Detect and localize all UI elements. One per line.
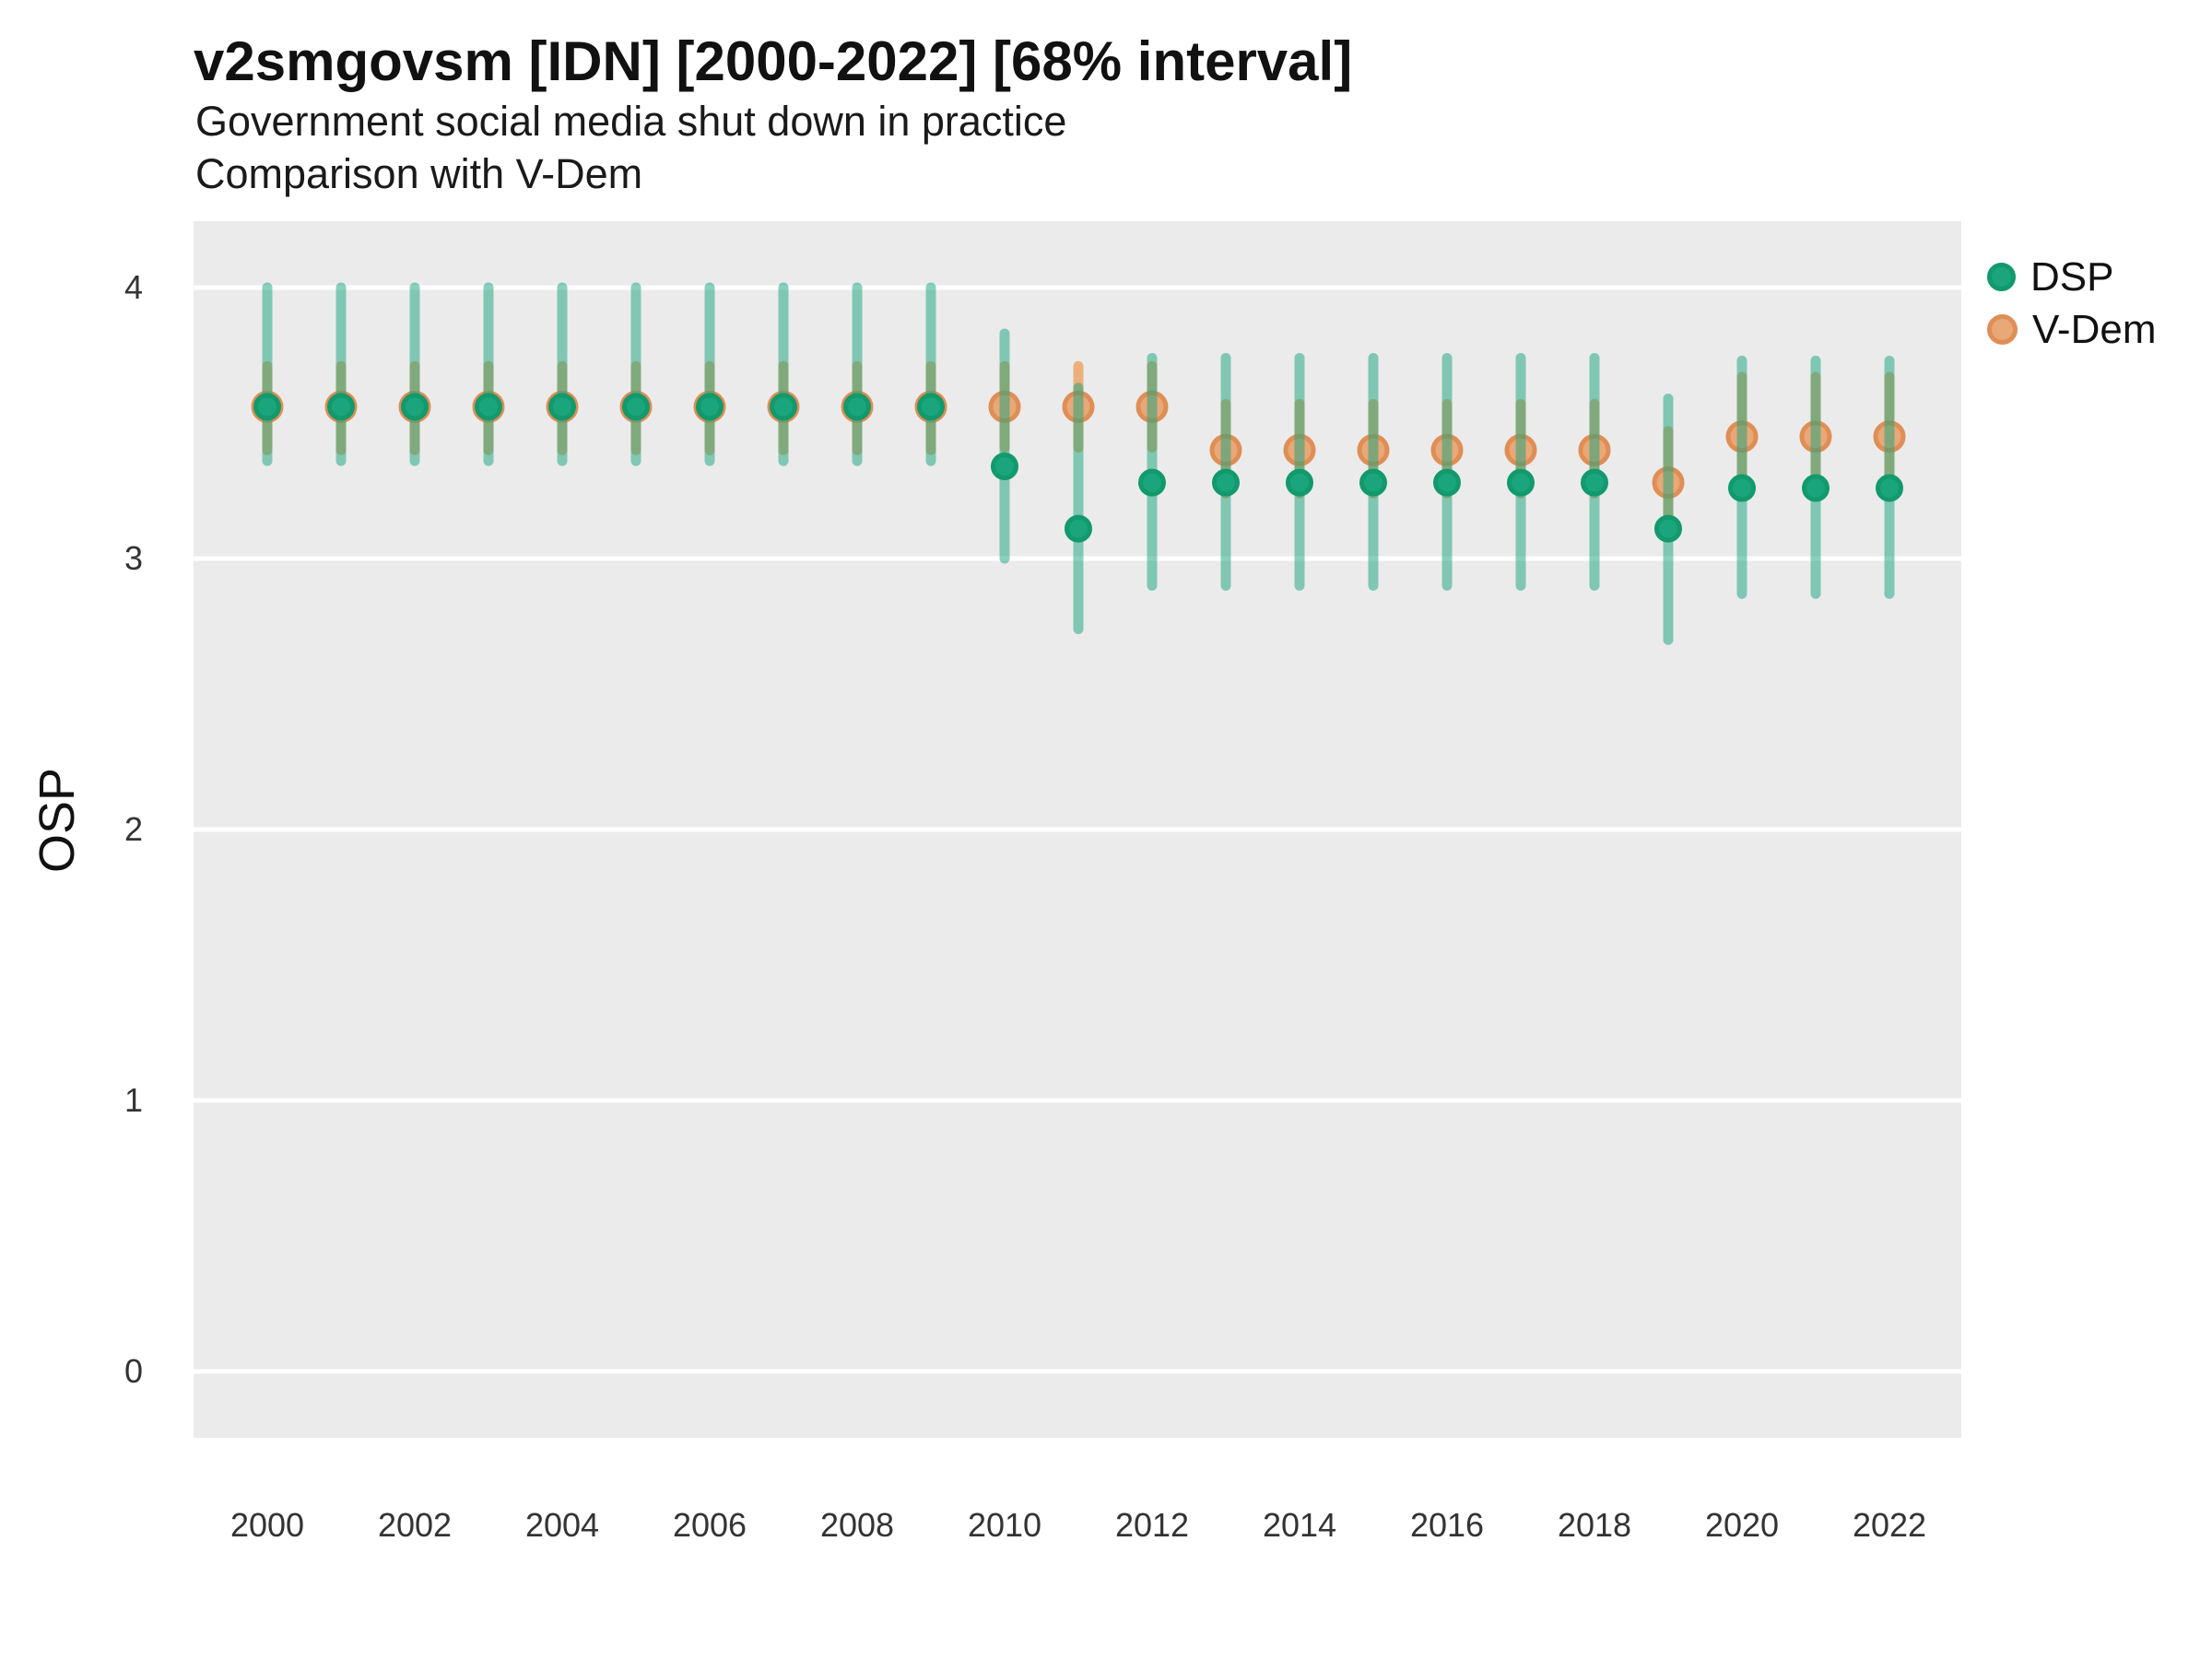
dsp-point-2009 <box>917 393 945 421</box>
dsp-point-2000 <box>253 393 281 421</box>
x-tick-label-2004: 2004 <box>524 1506 600 1544</box>
chart-subtitle-line2: Comparison with V-Dem <box>195 150 643 197</box>
dsp-point-2007 <box>770 393 797 421</box>
dsp-point-2013 <box>1212 468 1240 497</box>
dsp-point-2022 <box>1876 474 1903 502</box>
legend-item-vdem: V-Dem <box>1987 303 2156 356</box>
legend: DSP V-Dem <box>1987 251 2156 356</box>
x-tick-label-2012: 2012 <box>1114 1506 1190 1544</box>
dsp-point-2012 <box>1138 468 1166 497</box>
y-tick-label-1: 1 <box>124 1081 143 1119</box>
chart-subtitle-line1: Government social media shut down in pra… <box>195 98 1067 145</box>
y-tick-label-4: 4 <box>124 268 143 306</box>
dsp-point-2006 <box>696 393 724 421</box>
dsp-point-2002 <box>401 393 429 421</box>
x-tick-label-2014: 2014 <box>1262 1506 1337 1544</box>
dsp-point-2005 <box>622 393 650 421</box>
x-tick-label-2010: 2010 <box>967 1506 1042 1544</box>
dsp-legend-dot-icon <box>1987 263 2016 291</box>
x-tick-label-2020: 2020 <box>1704 1506 1780 1544</box>
chart-title: v2smgovsm [IDN] [2000-2022] [68% interva… <box>194 30 1353 92</box>
x-tick-label-2002: 2002 <box>377 1506 453 1544</box>
dsp-point-2019 <box>1654 514 1682 543</box>
dsp-point-2010 <box>991 453 1018 481</box>
dsp-point-2018 <box>1581 468 1608 497</box>
x-tick-label-2008: 2008 <box>819 1506 895 1544</box>
legend-item-dsp: DSP <box>1987 251 2156 303</box>
vdem-legend-dot-icon <box>1987 314 2018 345</box>
dsp-point-2011 <box>1065 514 1092 543</box>
x-tick-label-2022: 2022 <box>1852 1506 1927 1544</box>
dsp-point-2016 <box>1433 468 1461 497</box>
dsp-point-2015 <box>1359 468 1387 497</box>
x-tick-label-2018: 2018 <box>1557 1506 1632 1544</box>
x-tick-label-2000: 2000 <box>229 1506 305 1544</box>
dsp-point-2021 <box>1802 474 1830 502</box>
dsp-point-2001 <box>327 393 355 421</box>
dsp-point-2017 <box>1507 468 1535 497</box>
dsp-point-2014 <box>1286 468 1313 497</box>
dsp-point-2003 <box>475 393 502 421</box>
y-tick-label-3: 3 <box>124 539 143 577</box>
y-tick-label-0: 0 <box>124 1352 143 1390</box>
dsp-point-2004 <box>548 393 576 421</box>
dsp-point-2008 <box>843 393 871 421</box>
dsp-point-2020 <box>1728 474 1756 502</box>
legend-label-vdem: V-Dem <box>2032 306 2157 352</box>
legend-label-dsp: DSP <box>2030 253 2114 300</box>
y-tick-label-2: 2 <box>124 810 143 848</box>
x-tick-label-2016: 2016 <box>1409 1506 1485 1544</box>
x-tick-label-2006: 2006 <box>672 1506 747 1544</box>
